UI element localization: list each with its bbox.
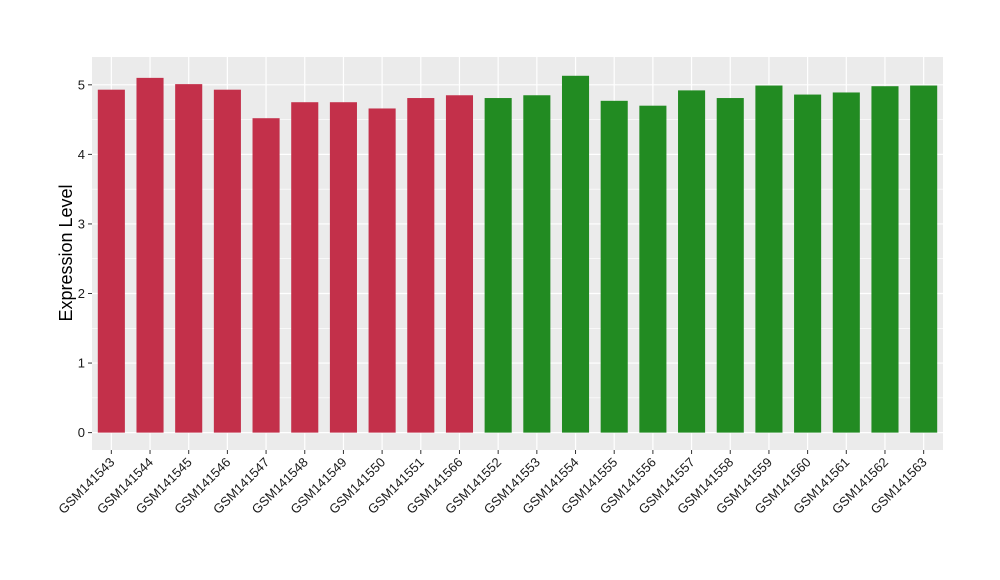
y-tick-label: 5	[78, 77, 85, 92]
bar-GSM141558	[716, 98, 744, 433]
bar-GSM141561	[832, 92, 860, 433]
y-axis-title: Expression Level	[56, 184, 76, 321]
y-tick-label: 3	[78, 216, 85, 231]
bar-GSM141546	[213, 89, 241, 433]
bar-GSM141559	[755, 85, 783, 433]
bars	[97, 75, 938, 433]
y-tick-label: 4	[78, 147, 85, 162]
bar-GSM141553	[523, 95, 551, 433]
y-tick-label: 0	[78, 425, 85, 440]
bar-GSM141547	[252, 118, 280, 433]
x-axis: GSM141543GSM141544GSM141545GSM141546GSM1…	[55, 450, 930, 517]
bar-GSM141555	[600, 100, 628, 433]
bar-GSM141548	[291, 102, 319, 433]
bar-GSM141557	[678, 90, 706, 433]
bar-GSM141544	[136, 77, 164, 433]
bar-GSM141562	[871, 86, 899, 433]
bar-GSM141552	[484, 98, 512, 433]
bar-GSM141543	[97, 89, 125, 433]
bar-GSM141550	[368, 108, 396, 433]
bar-GSM141554	[561, 75, 590, 433]
y-tick-label: 1	[78, 356, 85, 371]
y-axis: 0 1 2 3 4 5	[78, 77, 92, 440]
y-tick-label: 2	[78, 286, 85, 301]
bar-GSM141563	[910, 85, 938, 433]
bar-GSM141560	[794, 94, 822, 433]
bar-GSM141549	[329, 102, 357, 433]
bar-GSM141566	[445, 95, 474, 433]
bar-GSM141556	[639, 105, 667, 433]
bar-GSM141551	[407, 98, 435, 433]
bar-GSM141545	[175, 84, 203, 433]
